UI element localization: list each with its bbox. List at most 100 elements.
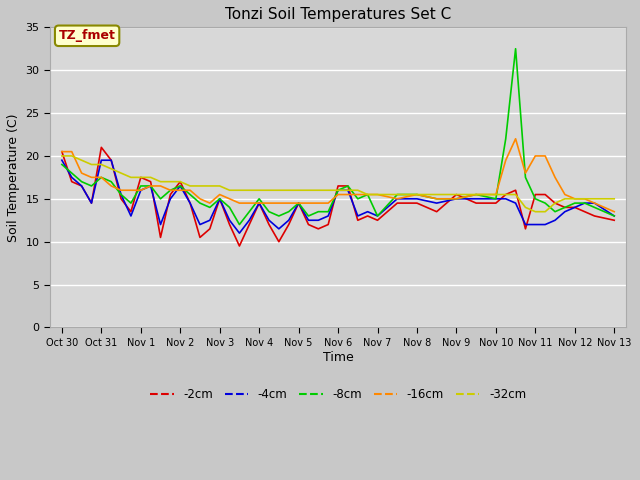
-8cm <box>255 196 263 202</box>
-32cm <box>611 196 618 202</box>
-2cm <box>295 200 303 206</box>
-2cm <box>580 209 588 215</box>
-4cm <box>580 200 588 206</box>
-16cm <box>147 183 154 189</box>
-2cm <box>452 192 460 197</box>
-32cm <box>58 153 66 159</box>
-32cm <box>177 179 184 184</box>
-8cm <box>502 136 509 142</box>
-8cm <box>334 187 342 193</box>
-16cm <box>186 187 194 193</box>
-4cm <box>226 217 234 223</box>
-8cm <box>413 192 420 197</box>
-16cm <box>58 149 66 155</box>
-8cm <box>314 209 322 215</box>
Line: -32cm: -32cm <box>62 156 614 212</box>
-16cm <box>541 153 549 159</box>
-32cm <box>285 187 292 193</box>
-16cm <box>394 196 401 202</box>
-8cm <box>394 192 401 197</box>
-2cm <box>364 213 371 219</box>
-16cm <box>324 200 332 206</box>
-32cm <box>472 192 480 197</box>
-16cm <box>433 196 440 202</box>
-32cm <box>433 192 440 197</box>
-4cm <box>334 187 342 193</box>
-16cm <box>117 187 125 193</box>
-16cm <box>196 196 204 202</box>
-8cm <box>522 175 529 180</box>
-4cm <box>591 200 598 206</box>
-2cm <box>206 226 214 232</box>
X-axis label: Time: Time <box>323 351 353 364</box>
-32cm <box>275 187 283 193</box>
-8cm <box>196 200 204 206</box>
-16cm <box>334 192 342 197</box>
-8cm <box>472 192 480 197</box>
Text: TZ_fmet: TZ_fmet <box>59 29 116 42</box>
-4cm <box>68 175 76 180</box>
-8cm <box>580 200 588 206</box>
-2cm <box>265 222 273 228</box>
-8cm <box>561 204 569 210</box>
-8cm <box>216 196 223 202</box>
-2cm <box>354 217 362 223</box>
-32cm <box>147 175 154 180</box>
-16cm <box>97 175 105 180</box>
-4cm <box>314 217 322 223</box>
-4cm <box>374 213 381 219</box>
-4cm <box>502 196 509 202</box>
-4cm <box>127 213 135 219</box>
-32cm <box>324 187 332 193</box>
-16cm <box>354 192 362 197</box>
-8cm <box>117 192 125 197</box>
-16cm <box>374 192 381 197</box>
-16cm <box>206 200 214 206</box>
-4cm <box>452 196 460 202</box>
-8cm <box>275 213 283 219</box>
-16cm <box>166 187 174 193</box>
Line: -2cm: -2cm <box>62 147 614 246</box>
-16cm <box>216 192 223 197</box>
-2cm <box>472 200 480 206</box>
-16cm <box>226 196 234 202</box>
-4cm <box>394 196 401 202</box>
-4cm <box>265 217 273 223</box>
-8cm <box>344 183 352 189</box>
-4cm <box>561 209 569 215</box>
-16cm <box>255 200 263 206</box>
-4cm <box>611 213 618 219</box>
-16cm <box>413 192 420 197</box>
-8cm <box>206 204 214 210</box>
-4cm <box>147 183 154 189</box>
-16cm <box>611 209 618 215</box>
-16cm <box>314 200 322 206</box>
-4cm <box>206 217 214 223</box>
-4cm <box>295 200 303 206</box>
-4cm <box>413 196 420 202</box>
-4cm <box>255 200 263 206</box>
-4cm <box>541 222 549 228</box>
-8cm <box>364 192 371 197</box>
-4cm <box>137 187 145 193</box>
-16cm <box>68 149 76 155</box>
-16cm <box>531 153 539 159</box>
-8cm <box>137 183 145 189</box>
-8cm <box>492 196 500 202</box>
-16cm <box>137 187 145 193</box>
-4cm <box>354 213 362 219</box>
-32cm <box>226 187 234 193</box>
-16cm <box>265 200 273 206</box>
-2cm <box>255 200 263 206</box>
-32cm <box>580 196 588 202</box>
Y-axis label: Soil Temperature (C): Soil Temperature (C) <box>7 113 20 241</box>
-32cm <box>364 192 371 197</box>
-8cm <box>265 209 273 215</box>
-32cm <box>531 209 539 215</box>
-8cm <box>68 170 76 176</box>
-16cm <box>88 175 95 180</box>
-32cm <box>137 175 145 180</box>
-2cm <box>68 179 76 184</box>
-2cm <box>246 222 253 228</box>
-8cm <box>88 183 95 189</box>
